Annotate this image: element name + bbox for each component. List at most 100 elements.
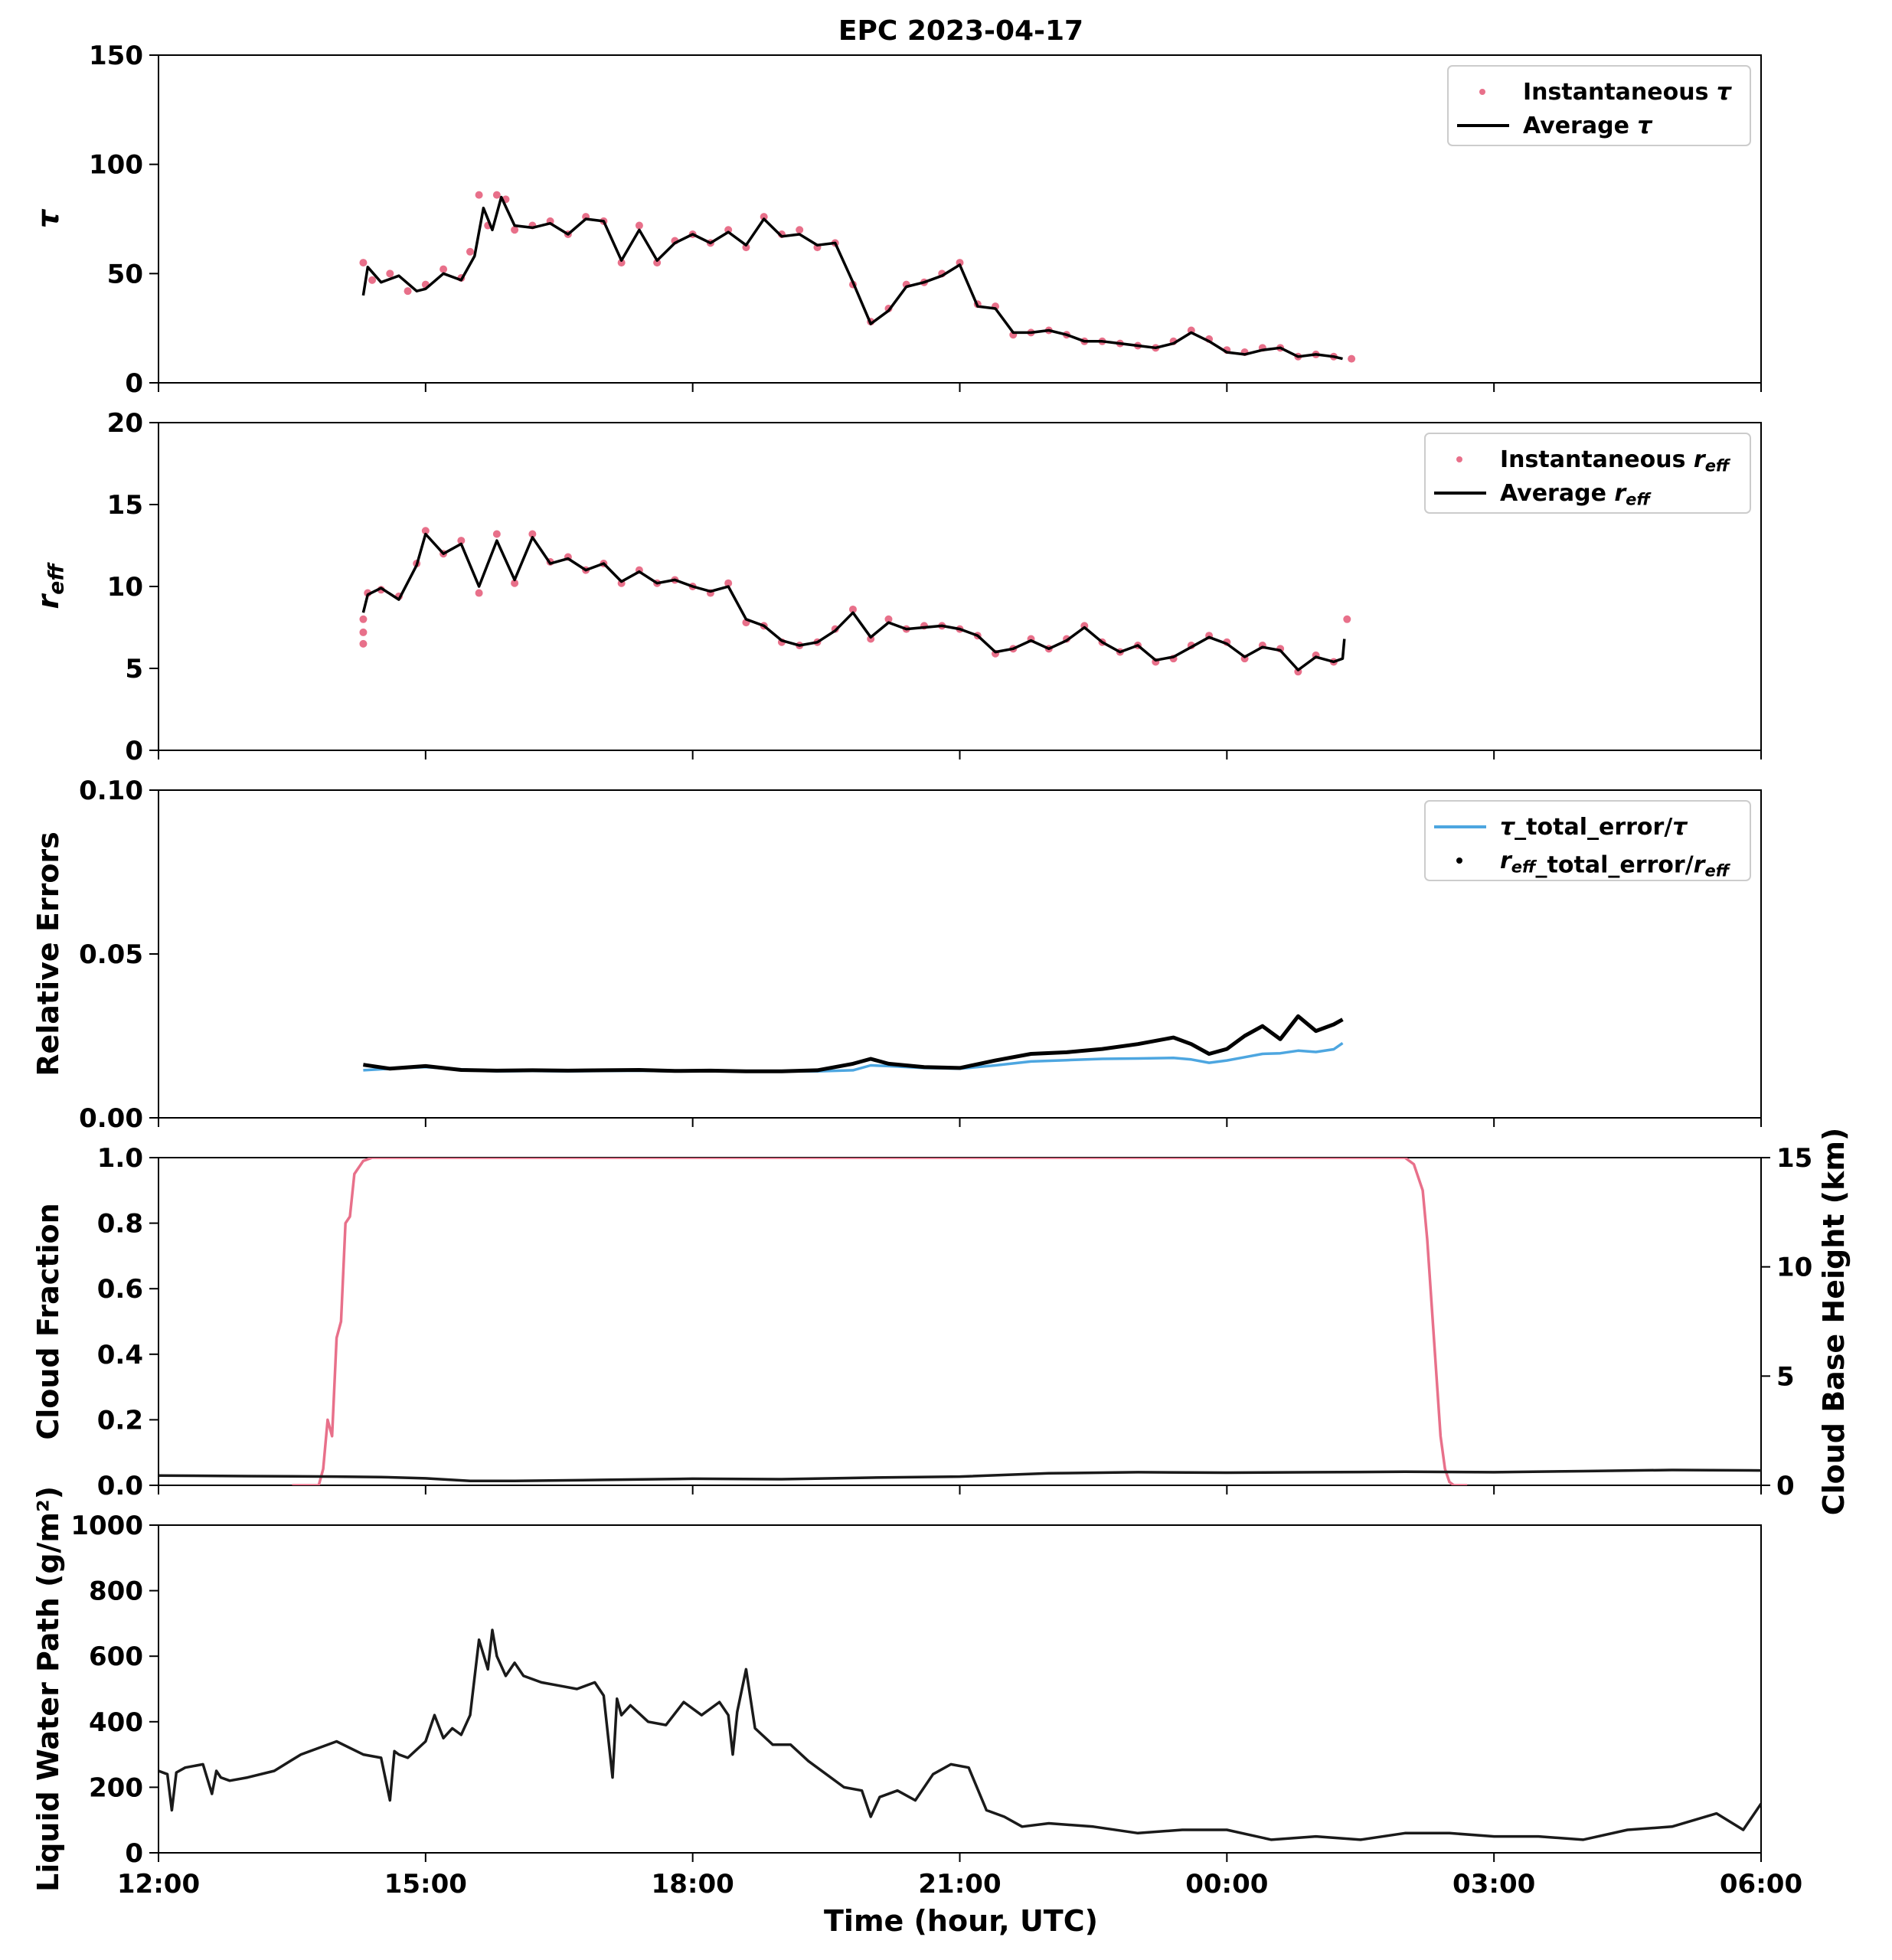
series-line	[292, 1158, 1468, 1485]
y-tick-label: 10	[107, 572, 143, 603]
legend-label: Average reff	[1500, 480, 1652, 508]
x-tick-label: 12:00	[117, 1869, 200, 1900]
y-axis-label: reff	[31, 562, 69, 609]
legend: Instantaneous reff Average reff	[1424, 433, 1751, 514]
series-line	[363, 1014, 1344, 1073]
y2-tick-label: 15	[1776, 1143, 1812, 1174]
panel-relative_errors: 0.00 0.05 0.10 Relative Errors τ_total_error…	[31, 776, 1762, 1134]
x-tick-label: 18:00	[652, 1869, 734, 1900]
data-point	[796, 226, 804, 234]
y-tick-label: 0	[125, 1838, 143, 1869]
data-point	[492, 530, 501, 538]
legend-label: τ_total_error/τ	[1500, 814, 1688, 841]
plot-area	[359, 191, 1356, 363]
data-point	[617, 259, 626, 267]
data-point	[404, 287, 412, 296]
x-tick-label: 06:00	[1720, 1869, 1802, 1900]
data-point	[528, 530, 537, 538]
y-tick-label: 0.10	[79, 776, 143, 806]
data-point	[492, 191, 501, 199]
y-tick-label: 0.4	[97, 1340, 143, 1370]
data-point	[466, 247, 474, 256]
legend: τ_total_error/τ reff_total_error/reff	[1424, 800, 1751, 881]
data-point	[1343, 615, 1351, 623]
y-tick-label: 1.0	[97, 1143, 143, 1174]
data-point	[421, 527, 430, 535]
y-tick-label: 20	[107, 408, 143, 439]
series-line	[361, 195, 1343, 361]
data-point	[511, 579, 519, 587]
data-point	[386, 270, 394, 278]
legend-label: reff_total_error/reff	[1500, 848, 1731, 880]
data-point	[653, 259, 662, 267]
panel-lwp: 0 200 400 600 800 1000 12:00 15:00 18:00 21:00 00:…	[31, 1486, 1802, 1900]
panel-tau: 0 50 100 150 τ Instantaneous τ Average τ	[31, 41, 1762, 399]
y-axis-label: Cloud Fraction	[31, 1203, 65, 1439]
legend-marker	[1456, 858, 1462, 864]
y-tick-label: 600	[89, 1642, 143, 1672]
plot-area	[359, 527, 1351, 676]
y-tick-label: 0.8	[97, 1209, 143, 1240]
data-point	[635, 221, 643, 230]
y-tick-label: 0.05	[79, 939, 143, 970]
y2-tick-label: 5	[1776, 1361, 1795, 1392]
y-tick-label: 800	[89, 1576, 143, 1607]
data-point	[359, 615, 368, 623]
y2-tick-label: 10	[1776, 1253, 1812, 1283]
legend-box	[1447, 65, 1751, 146]
data-point	[359, 639, 368, 648]
data-point	[368, 276, 377, 284]
data-point	[848, 605, 857, 613]
data-point	[475, 589, 483, 597]
y-tick-label: 400	[89, 1707, 143, 1738]
x-tick-label: 15:00	[384, 1869, 467, 1900]
plot-frame	[158, 1524, 1762, 1854]
y-tick-label: 0	[125, 736, 143, 766]
plot-area	[363, 1014, 1344, 1073]
series-line	[158, 1628, 1761, 1841]
legend-box	[1424, 433, 1751, 514]
y-tick-label: 0.2	[97, 1405, 143, 1436]
legend-label: Instantaneous τ	[1523, 79, 1733, 106]
y-tick-label: 100	[89, 150, 143, 181]
y-tick-label: 150	[89, 41, 143, 71]
data-point	[359, 259, 368, 267]
y-tick-label: 1000	[70, 1511, 143, 1541]
y-tick-label: 0.6	[97, 1274, 143, 1305]
data-point	[457, 537, 466, 545]
y-axis-label: τ	[31, 208, 65, 228]
data-point	[511, 226, 519, 234]
x-tick-label: 03:00	[1452, 1869, 1535, 1900]
legend-label: Instantaneous reff	[1500, 446, 1731, 475]
legend-box	[1424, 800, 1751, 881]
data-point	[1348, 354, 1356, 363]
data-point	[760, 213, 768, 221]
y-tick-label: 200	[89, 1772, 143, 1803]
chart-title: EPC 2023-04-17	[838, 15, 1083, 47]
data-point	[724, 579, 733, 587]
y-tick-label: 5	[125, 654, 143, 684]
x-tick-label: 00:00	[1185, 1869, 1268, 1900]
legend-marker	[1479, 89, 1485, 95]
y-tick-label: 0.0	[97, 1471, 143, 1501]
y-tick-label: 0.00	[79, 1103, 143, 1134]
series-line	[361, 532, 1346, 671]
data-point	[475, 191, 483, 199]
y-tick-label: 0	[125, 368, 143, 399]
x-axis-label: Time (hour, UTC)	[824, 1904, 1098, 1938]
legend-marker	[1456, 456, 1462, 462]
panel-reff: 0 5 10 15 20 reff Instantaneous reff Average re…	[31, 408, 1762, 766]
plot-area	[158, 1628, 1761, 1841]
y2-axis-label: Cloud Base Height (km)	[1817, 1128, 1851, 1516]
x-tick-label: 21:00	[918, 1869, 1001, 1900]
legend-label: Average τ	[1523, 113, 1653, 139]
y2-tick-label: 0	[1776, 1471, 1795, 1501]
data-point	[884, 615, 893, 623]
plot-area	[158, 1158, 1761, 1485]
panel-cloud: 0.0 0.2 0.4 0.6 0.8 1.0 Cloud Fraction 0 5 10 15 Cl…	[31, 1128, 1851, 1516]
legend: Instantaneous τ Average τ	[1447, 65, 1751, 146]
series-line	[158, 1468, 1761, 1483]
plot-frame	[158, 1157, 1762, 1486]
y-axis-label: Liquid Water Path (g/m²)	[31, 1486, 65, 1892]
